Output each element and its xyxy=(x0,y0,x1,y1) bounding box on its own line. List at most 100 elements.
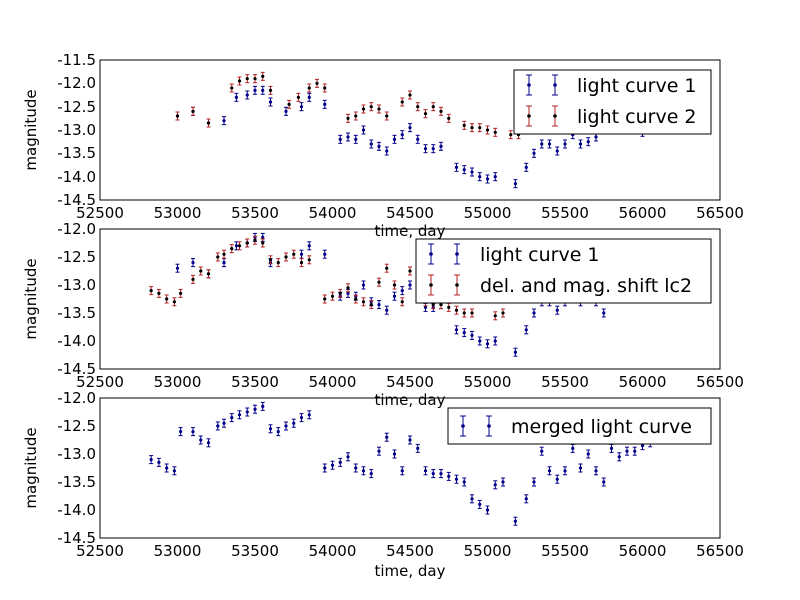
marker xyxy=(392,452,397,456)
x-tick-label: 55000 xyxy=(464,204,512,222)
legend-marker xyxy=(526,105,558,127)
data-point xyxy=(501,308,505,318)
data-point xyxy=(408,90,412,100)
panel-3-y-ticks: -12.0 -12.5 -13.0 -13.5 -14.0 -14.5 xyxy=(57,389,96,547)
marker xyxy=(307,258,311,262)
x-tick-label: 53500 xyxy=(231,542,279,560)
data-point xyxy=(307,241,312,251)
legend-label: merged light curve xyxy=(511,416,692,438)
data-point xyxy=(400,286,405,296)
data-point xyxy=(191,258,195,268)
legend-marker xyxy=(428,274,460,296)
legend-label: del. and mag. shift lc2 xyxy=(480,275,692,297)
marker xyxy=(462,123,466,127)
marker xyxy=(385,149,389,153)
data-point xyxy=(260,71,265,81)
data-point xyxy=(338,134,343,144)
data-point xyxy=(513,516,518,526)
x-tick-label: 56000 xyxy=(619,204,667,222)
panel-2: -12.0 -12.5 -13.0 -13.5 -14.0 -14.5 5250… xyxy=(22,220,744,409)
marker xyxy=(416,137,420,141)
data-point xyxy=(470,167,474,177)
data-point xyxy=(237,241,242,251)
data-point xyxy=(547,139,552,149)
data-point xyxy=(276,427,281,437)
marker xyxy=(245,241,249,245)
marker xyxy=(400,300,404,304)
data-point xyxy=(601,308,606,318)
data-point xyxy=(513,347,518,357)
data-point xyxy=(260,85,265,95)
marker xyxy=(222,421,226,425)
data-point xyxy=(206,269,211,279)
data-point xyxy=(493,336,498,346)
marker xyxy=(369,105,373,109)
marker xyxy=(423,112,428,116)
x-tick-label: 52500 xyxy=(76,204,124,222)
panel-2-legend: light curve 1 del. and mag. shift lc2 xyxy=(415,238,712,304)
marker xyxy=(307,95,311,99)
panel-3-x-ticks: 52500 53000 53500 54000 54500 55000 5550… xyxy=(76,542,744,560)
data-point xyxy=(206,118,211,128)
marker xyxy=(408,283,412,287)
data-point xyxy=(338,457,343,467)
marker xyxy=(513,182,518,186)
marker xyxy=(175,114,180,118)
data-point xyxy=(392,449,397,459)
marker xyxy=(408,93,412,97)
data-point xyxy=(330,291,335,301)
panel-3-legend: merged light curve xyxy=(447,407,712,445)
data-point xyxy=(384,263,389,273)
data-point xyxy=(361,104,366,114)
panel-3: -12.0 -12.5 -13.0 -13.5 -14.0 -14.5 5250… xyxy=(22,389,744,580)
marker xyxy=(462,331,466,335)
marker xyxy=(149,289,153,293)
data-point xyxy=(431,469,436,479)
marker xyxy=(206,441,211,445)
data-point xyxy=(215,252,220,262)
data-point xyxy=(222,116,226,126)
marker xyxy=(216,424,220,428)
marker xyxy=(454,308,459,312)
data-point xyxy=(462,120,467,130)
data-point xyxy=(361,466,366,476)
marker xyxy=(478,175,482,179)
data-point xyxy=(477,123,482,133)
marker xyxy=(165,466,169,470)
legend-label: light curve 1 xyxy=(577,75,697,97)
marker xyxy=(563,469,567,473)
data-point xyxy=(175,111,180,121)
data-point xyxy=(485,174,490,184)
data-point xyxy=(268,255,273,265)
marker xyxy=(346,116,350,120)
marker xyxy=(493,314,497,318)
marker xyxy=(447,116,451,120)
data-point xyxy=(586,137,591,147)
data-point xyxy=(485,339,490,349)
data-point xyxy=(446,302,451,312)
marker xyxy=(346,455,350,459)
marker xyxy=(307,86,311,90)
marker xyxy=(299,252,304,256)
marker xyxy=(547,142,552,146)
x-tick-label: 56000 xyxy=(619,542,667,560)
legend-box xyxy=(513,69,712,135)
data-point xyxy=(454,325,459,335)
data-point xyxy=(501,477,505,487)
data-point xyxy=(198,266,203,276)
data-point xyxy=(284,252,288,262)
marker xyxy=(532,311,536,315)
data-point xyxy=(346,132,350,142)
data-point xyxy=(346,452,350,462)
data-point xyxy=(307,92,312,102)
marker xyxy=(315,81,319,85)
marker xyxy=(392,137,397,141)
marker xyxy=(191,109,195,113)
marker xyxy=(555,477,559,481)
y-tick-label: -14.5 xyxy=(57,360,96,378)
marker xyxy=(377,449,381,453)
x-tick-label: 55500 xyxy=(541,542,589,560)
marker xyxy=(400,133,404,137)
marker xyxy=(206,121,211,125)
